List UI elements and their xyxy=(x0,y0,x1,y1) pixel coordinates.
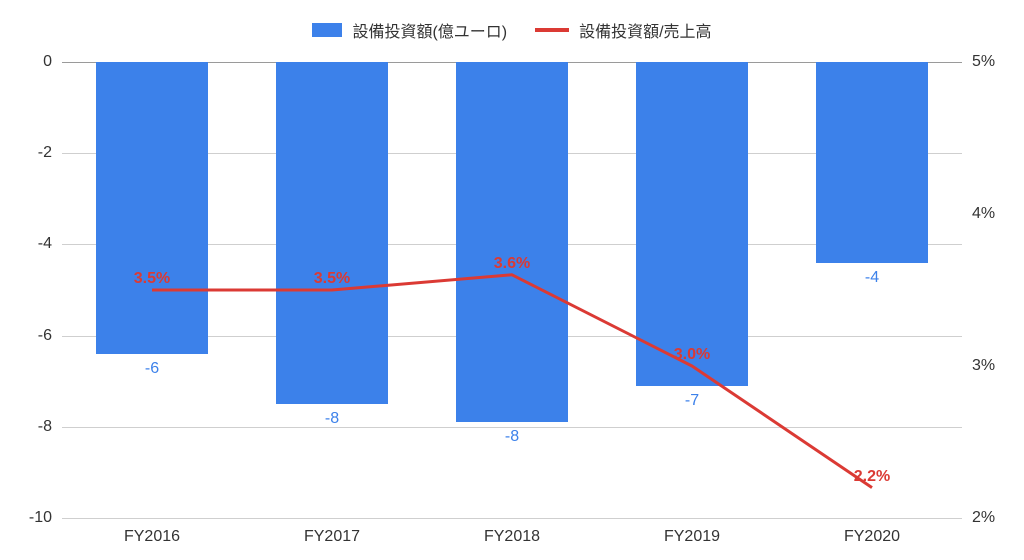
y-right-tick-label: 2% xyxy=(972,509,995,527)
gridline xyxy=(62,518,962,519)
line-series xyxy=(62,62,962,518)
line-value-label: 3.5% xyxy=(314,270,350,288)
x-tick-label: FY2020 xyxy=(844,528,900,546)
capex-chart: 設備投資額(億ユーロ) 設備投資額/売上高 0-2-4-6-8-105%4%3%… xyxy=(0,0,1024,560)
legend-swatch-line xyxy=(535,28,569,32)
legend-line-label: 設備投資額/売上高 xyxy=(579,18,711,42)
line-value-label: 2.2% xyxy=(854,468,890,486)
line-value-label: 3.6% xyxy=(494,255,530,273)
y-left-tick-label: -2 xyxy=(38,144,52,162)
y-right-tick-label: 3% xyxy=(972,357,995,375)
plot-area: 0-2-4-6-8-105%4%3%2%FY2016-6FY2017-8FY20… xyxy=(62,62,962,518)
legend-bar-label: 設備投資額(億ユーロ) xyxy=(352,18,507,42)
y-left-tick-label: 0 xyxy=(43,53,52,71)
legend-swatch-bar xyxy=(312,23,342,37)
y-left-tick-label: -10 xyxy=(29,509,52,527)
line-value-label: 3.5% xyxy=(134,270,170,288)
y-left-tick-label: -4 xyxy=(38,235,52,253)
y-right-tick-label: 5% xyxy=(972,53,995,71)
y-left-tick-label: -8 xyxy=(38,418,52,436)
legend-item-line: 設備投資額/売上高 xyxy=(535,18,711,42)
y-left-tick-label: -6 xyxy=(38,327,52,345)
x-tick-label: FY2017 xyxy=(304,528,360,546)
y-right-tick-label: 4% xyxy=(972,205,995,223)
legend: 設備投資額(億ユーロ) 設備投資額/売上高 xyxy=(0,18,1024,42)
legend-item-bar: 設備投資額(億ユーロ) xyxy=(312,18,507,42)
x-tick-label: FY2019 xyxy=(664,528,720,546)
x-tick-label: FY2018 xyxy=(484,528,540,546)
x-tick-label: FY2016 xyxy=(124,528,180,546)
line-value-label: 3.0% xyxy=(674,346,710,364)
